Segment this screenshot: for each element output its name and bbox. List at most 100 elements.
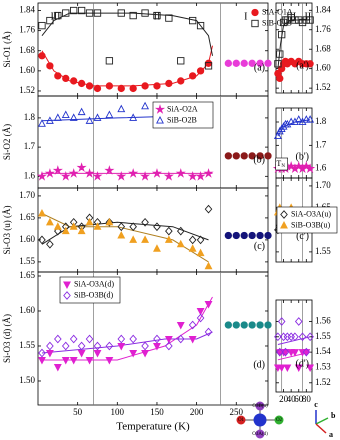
point (204, 62, 213, 70)
point (153, 244, 161, 252)
legend-label: SiB-O2B (167, 115, 197, 124)
point (294, 364, 303, 372)
y-tick-label: 1.60 (19, 234, 35, 244)
legend-label: SiA-O3A(u) (291, 209, 331, 218)
annotation: TN (276, 159, 285, 169)
point (248, 59, 256, 67)
point (248, 152, 256, 160)
point (256, 152, 264, 160)
panel-label: (d') (296, 359, 309, 370)
y-tick-label: 1.8 (24, 112, 36, 122)
y-tick-label: 1.70 (315, 180, 331, 190)
point (117, 222, 126, 232)
point (85, 9, 94, 17)
point (38, 21, 46, 30)
x-tick-label: 250 (230, 407, 244, 417)
point (291, 349, 299, 357)
point (61, 356, 70, 365)
point (153, 342, 161, 351)
y-tick-label: 1.65 (19, 212, 35, 222)
legend-marker (156, 116, 164, 124)
point (277, 364, 286, 372)
point (105, 217, 114, 227)
atom (274, 415, 284, 425)
point (176, 334, 185, 344)
point (45, 217, 54, 226)
point (62, 9, 70, 17)
point (76, 162, 87, 172)
point (77, 349, 86, 358)
plot-frame (37, 271, 269, 406)
point (302, 16, 310, 24)
point (92, 170, 103, 181)
point (188, 244, 197, 252)
point (224, 152, 232, 160)
point (204, 327, 213, 337)
point (177, 57, 185, 65)
y-tick-label: 1.53 (315, 362, 331, 372)
y-tick-label: 1.7 (24, 141, 36, 151)
point (53, 222, 62, 230)
point (176, 321, 185, 330)
y-tick-label: 1.84 (19, 5, 35, 15)
y-tick-label: 1.52 (315, 82, 331, 92)
point (224, 321, 232, 329)
legend: SiA-O3A(d) SiB-O3B(d) (59, 276, 121, 304)
legend-label: SiA-O2A (167, 104, 198, 113)
point (189, 16, 197, 25)
point (165, 14, 173, 22)
y-tick-label: 1.56 (315, 316, 331, 326)
annotation-box (275, 157, 288, 171)
panel: 1.6 1.7 1.8 (b) Si-O2 (Å) (2, 95, 272, 189)
point (164, 335, 173, 344)
point (295, 16, 303, 24)
point (38, 52, 46, 60)
point (275, 347, 284, 357)
panel-label: (a') (296, 60, 309, 71)
fit-line (277, 19, 311, 69)
point (93, 84, 102, 93)
point (294, 317, 303, 326)
point (61, 110, 70, 118)
atom (253, 413, 267, 427)
panel-label: (c') (296, 231, 309, 242)
point (291, 16, 299, 24)
point (45, 116, 54, 124)
point (105, 110, 114, 118)
point (54, 226, 62, 236)
point (279, 18, 288, 27)
legend-label: SiB-O1B (262, 18, 292, 27)
y-axis-label: Si-O2 (Å) (2, 124, 12, 160)
x-tick-label: 50 (73, 407, 83, 417)
point (84, 168, 95, 178)
annotation-sub: N (281, 164, 285, 169)
x-tick-label: 150 (150, 407, 164, 417)
point (283, 119, 292, 128)
x-tick-label: 200 (190, 407, 204, 417)
y-axis-label: Si-O1 (Å) (2, 31, 12, 67)
point (117, 334, 126, 344)
panel-label: (b) (253, 155, 265, 166)
y-tick-label: 1.60 (19, 65, 35, 75)
panel: 1.50 1.55 1.60 1.65 50 100 150 200 250 (d) Si-O3 (… (2, 270, 272, 433)
point (46, 16, 54, 25)
panel-label: (c) (254, 241, 265, 252)
point (176, 226, 185, 236)
point (306, 332, 314, 342)
point (129, 235, 138, 243)
point (291, 117, 299, 126)
point (117, 231, 126, 239)
y-tick-label: 1.52 (19, 85, 35, 95)
atom-label: O1 (238, 418, 245, 423)
point (129, 84, 137, 93)
point (117, 104, 126, 113)
y-tick-label: 1.8 (315, 116, 327, 126)
point (54, 72, 62, 80)
point (274, 332, 282, 342)
point (62, 74, 70, 83)
point (165, 226, 173, 236)
atom (255, 401, 265, 411)
point (276, 74, 284, 83)
point (273, 131, 282, 140)
